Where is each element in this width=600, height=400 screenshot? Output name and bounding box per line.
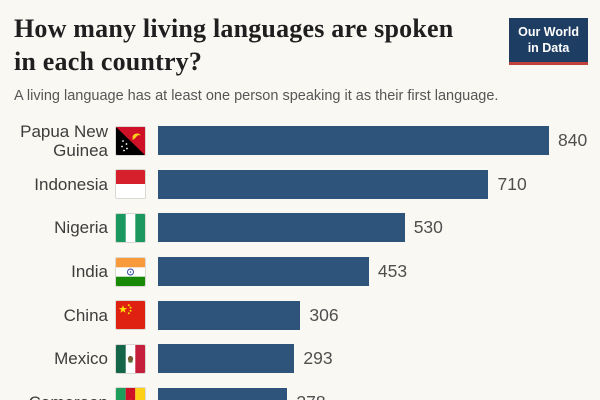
chart-subtitle: A living language has at least one perso… <box>14 88 499 104</box>
cameroon-flag-icon <box>116 388 145 400</box>
bar-row-indonesia: Indonesia 710 <box>0 163 600 207</box>
papua-new-guinea-flag-icon <box>116 126 145 155</box>
bar-track: 710 <box>158 169 600 199</box>
bar-row-mexico: Mexico 293 <box>0 337 600 381</box>
bar <box>158 387 288 400</box>
bar <box>158 257 369 287</box>
bar <box>158 300 301 330</box>
country-label: Nigeria <box>54 218 108 238</box>
bar-track: 530 <box>158 213 600 243</box>
owid-logo-line1: Our World <box>518 25 579 39</box>
mexico-flag-icon <box>116 344 145 373</box>
bar <box>158 213 405 243</box>
bar-track: 453 <box>158 257 600 287</box>
value-label: 278 <box>296 392 325 400</box>
bar-track: 306 <box>158 300 600 330</box>
nigeria-flag-icon <box>116 213 145 242</box>
value-label: 840 <box>558 130 588 151</box>
owid-logo-line2: in Data <box>527 41 570 56</box>
owid-logo: Our World in Data <box>509 18 588 65</box>
bar-track: 278 <box>158 387 600 400</box>
bar-row-cameroon: Cameroon 278 <box>0 381 600 400</box>
country-label: Papua New Guinea <box>20 121 108 160</box>
bar <box>158 169 489 199</box>
bar <box>158 126 549 156</box>
bar-row-china: China 306 <box>0 293 600 337</box>
value-label: 293 <box>303 348 333 369</box>
value-label: 453 <box>377 261 408 282</box>
country-label: Indonesia <box>34 174 108 194</box>
bar-row-india: India 453 <box>0 250 600 294</box>
country-label: Mexico <box>54 349 108 369</box>
country-label: China <box>63 305 108 325</box>
country-label: India <box>71 262 108 282</box>
bar-track: 293 <box>158 344 600 374</box>
bar-row-papua-new-guinea: Papua New Guinea 840 <box>0 119 600 163</box>
value-label: 306 <box>309 304 339 325</box>
page-title: How many living languages are spoken in … <box>14 14 454 76</box>
bar-track: 840 <box>158 126 600 156</box>
bar-row-nigeria: Nigeria 530 <box>0 206 600 250</box>
india-flag-icon <box>116 257 145 286</box>
bar <box>158 344 295 374</box>
indonesia-flag-icon <box>116 170 145 199</box>
value-label: 710 <box>497 173 527 194</box>
china-flag-icon <box>116 301 145 330</box>
country-label: Cameroon <box>8 393 108 400</box>
bar-chart: Papua New Guinea 840 Indone <box>0 119 600 400</box>
value-label: 530 <box>413 217 443 238</box>
